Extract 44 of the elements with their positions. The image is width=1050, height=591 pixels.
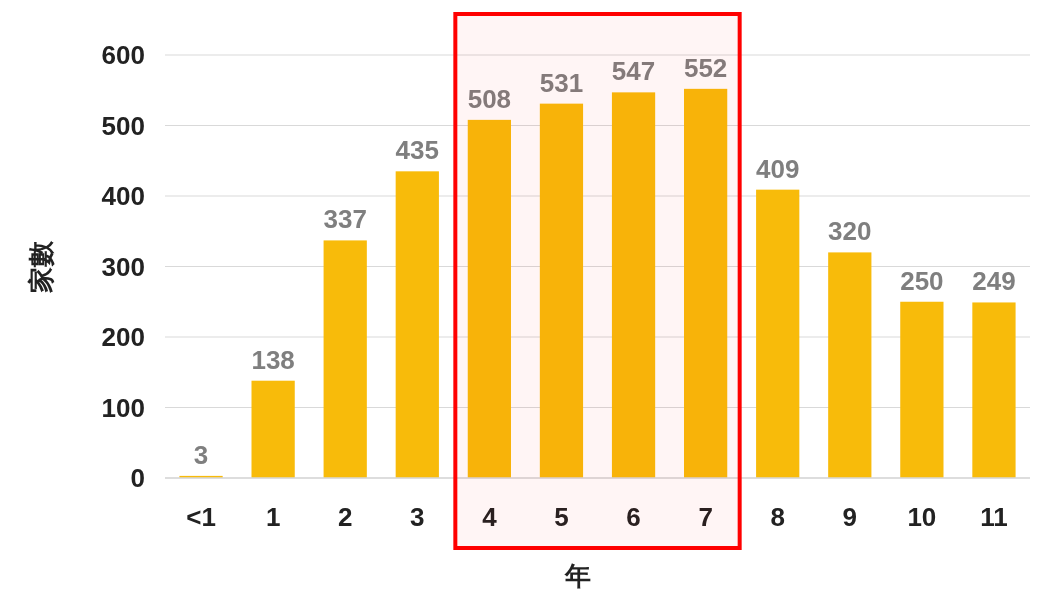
y-tick-label: 600 (101, 40, 145, 70)
data-label: 320 (828, 216, 872, 247)
y-tick-label: 0 (130, 463, 145, 493)
data-label: 508 (467, 83, 512, 114)
bar (684, 88, 728, 478)
bar (251, 380, 295, 478)
bar (323, 240, 367, 478)
data-label: 552 (683, 52, 728, 83)
y-tick-label: 100 (101, 392, 145, 423)
bar (395, 171, 439, 478)
x-tick-label: 1 (265, 502, 281, 532)
data-label: 249 (972, 266, 1016, 297)
y-tick-label: 400 (101, 181, 145, 211)
bar (611, 92, 656, 478)
x-tick-label: 11 (980, 502, 1008, 532)
data-label: 138 (251, 344, 295, 375)
bar (756, 189, 800, 478)
data-label: 337 (323, 204, 367, 235)
bar (828, 252, 872, 478)
bar (900, 301, 944, 478)
bar (467, 119, 511, 478)
x-tick-label: 2 (337, 502, 353, 532)
data-label: 409 (756, 153, 800, 184)
y-tick-label: 500 (101, 110, 145, 141)
x-tick-label: 4 (482, 502, 498, 532)
x-tick-label: 7 (698, 502, 713, 532)
bar (972, 302, 1016, 478)
x-tick-label: 10 (907, 502, 937, 532)
data-label: 250 (900, 265, 944, 296)
bar (539, 103, 584, 478)
x-tick-label: 8 (770, 502, 785, 532)
data-label: 547 (611, 56, 656, 87)
data-label: 435 (395, 135, 439, 166)
x-tick-label: <1 (186, 502, 216, 532)
x-tick-label: 6 (626, 502, 641, 532)
data-label: 3 (193, 439, 209, 470)
x-tick-label: 5 (554, 502, 569, 532)
y-tick-label: 200 (101, 322, 145, 352)
y-axis-title: 家數 (26, 239, 56, 294)
x-axis-title: 年 (563, 561, 591, 591)
data-label: 531 (539, 67, 584, 98)
y-tick-label: 300 (101, 251, 145, 282)
x-tick-label: 3 (410, 502, 425, 532)
x-tick-label: 9 (842, 502, 858, 532)
